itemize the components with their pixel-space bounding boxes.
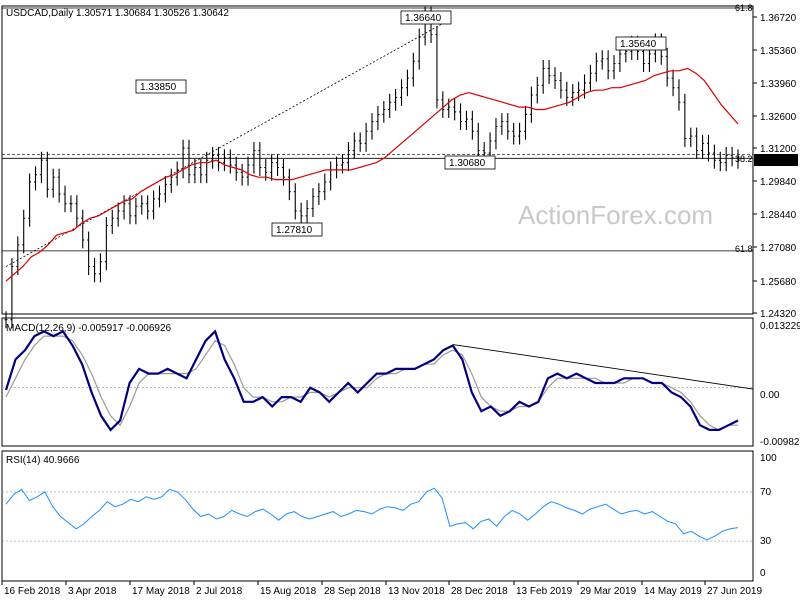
annotation-box [400, 10, 452, 25]
annotation-box [271, 222, 323, 237]
macd-label: MACD(12,26,9) -0.005917 -0.006926 [6, 323, 172, 334]
price-ytick-label: 1.35360 [760, 46, 797, 57]
xtick-label: 16 Feb 2018 [4, 586, 61, 597]
annotation-box [444, 155, 496, 170]
chart-header: USDCAD,Daily 1.30571 1.30684 1.30526 1.3… [6, 8, 229, 19]
macd-layer [2, 329, 754, 432]
annotation-label: 1.30680 [449, 158, 486, 169]
xtick-label: 29 Mar 2019 [580, 586, 637, 597]
annotation-label: 1.36640 [405, 13, 442, 24]
macd-ytick-label: 0.00 [760, 390, 780, 401]
fib-label-upper: 61.8 [735, 3, 753, 13]
price-ytick-label: 1.31200 [760, 144, 797, 155]
rsi-layer [2, 487, 753, 542]
rsi-ytick-label: 30 [760, 536, 772, 547]
price-ytick-label: 1.28440 [760, 210, 797, 221]
xtick-label: 28 Sep 2018 [324, 586, 381, 597]
xtick-label: 13 Feb 2019 [516, 586, 573, 597]
xtick-label: 28 Dec 2018 [451, 586, 508, 597]
macd-panel-frame [1, 317, 754, 447]
xtick-label: 3 Apr 2018 [68, 586, 117, 597]
last-price-label: 1.30680 [757, 156, 794, 167]
price-layer: 1.36640 1.33850 1.35640 1.30680 1.27810 61.8 6… [2, 3, 753, 329]
price-panel-frame [1, 5, 754, 315]
xtick-label: 17 May 2018 [132, 586, 190, 597]
macd-trend-line [452, 344, 754, 390]
price-ytick-label: 1.32600 [760, 112, 797, 123]
annotation-box [615, 36, 667, 51]
xtick-label: 2 Jul 2018 [196, 586, 243, 597]
xtick-label: 15 Aug 2018 [260, 586, 317, 597]
price-ytick-label: 1.29840 [760, 177, 797, 188]
price-ytick-label: 1.27080 [760, 243, 797, 254]
rsi-ytick-label: 100 [760, 453, 777, 464]
xtick-label: 13 Nov 2018 [388, 586, 445, 597]
macd-ytick-label: -0.00982 [760, 437, 800, 448]
annotation-label: 1.35640 [620, 39, 657, 50]
price-ytick-label: 1.36720 [760, 13, 797, 24]
last-price-badge [754, 154, 798, 166]
macd-line [4, 329, 739, 432]
xtick-label: 27 Jun 2019 [707, 586, 762, 597]
fib-label-lower: 61.8 [735, 244, 753, 254]
rsi-panel-frame [1, 450, 754, 582]
annotation-box [135, 79, 187, 94]
price-ytick-label: 1.24320 [760, 309, 797, 320]
moving-average-line [5, 67, 739, 282]
rsi-ytick-label: 0 [760, 568, 766, 579]
rsi-label: RSI(14) 40.9666 [6, 455, 80, 466]
rsi-ytick-label: 70 [760, 487, 772, 498]
annotation-label: 1.27810 [276, 225, 313, 236]
fib-label-mid: 38.2 [735, 154, 753, 164]
price-ytick-label: 1.25680 [760, 277, 797, 288]
price-ytick-label: 1.33960 [760, 79, 797, 90]
rsi-line [5, 487, 739, 541]
annotation-label: 1.33850 [140, 82, 177, 93]
xtick-label: 14 May 2019 [644, 586, 702, 597]
watermark: ActionForex.com [518, 200, 713, 230]
macd-ytick-label: 0.013229 [760, 321, 800, 332]
axis-layer: 1.36720 1.35360 1.33960 1.32600 1.31200 1.298… [1, 13, 800, 597]
